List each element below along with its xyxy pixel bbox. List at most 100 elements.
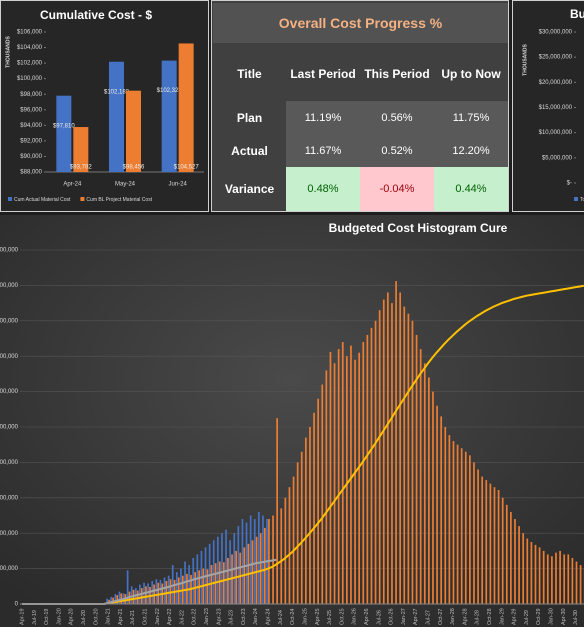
value-label: $102,182	[104, 89, 130, 95]
bar	[221, 533, 223, 604]
legend-label: Cum Actual Material Cost	[14, 197, 71, 203]
bar	[321, 384, 324, 604]
bar	[214, 563, 217, 604]
bar	[444, 427, 447, 604]
row-label: Actual	[231, 143, 268, 158]
bar	[448, 435, 451, 604]
bar	[208, 543, 211, 604]
x-tick-label: Oct-25	[339, 608, 345, 625]
value-cell: 12.20%	[434, 134, 508, 167]
bar	[419, 349, 422, 604]
bar	[415, 334, 418, 604]
x-tick-label: Jan-21	[106, 608, 112, 625]
y-tick-label: 300,000	[0, 495, 19, 501]
y-axis-title: THOUSANDS	[522, 44, 528, 76]
bar	[178, 43, 194, 172]
bar	[229, 540, 231, 604]
bar	[292, 476, 295, 604]
x-tick-label: Apr-24	[63, 182, 82, 188]
bar	[259, 533, 262, 604]
x-tick-label: Apr-24	[266, 608, 272, 625]
bar	[366, 334, 369, 604]
bar	[175, 572, 178, 604]
y-tick-label: $5,000,000	[542, 155, 573, 161]
bar	[407, 313, 410, 604]
value-cell: 11.19%	[286, 101, 360, 134]
bar	[514, 519, 516, 604]
bar	[579, 565, 582, 604]
y-tick-label: 0	[15, 602, 19, 608]
bar	[161, 60, 177, 172]
bar	[157, 582, 160, 604]
bar	[255, 536, 258, 604]
y-tick-label: $98,000	[20, 92, 42, 98]
bar	[262, 515, 264, 604]
x-tick-label: May-24	[115, 182, 136, 188]
bar	[317, 398, 320, 604]
bar	[567, 554, 570, 604]
bar	[530, 542, 533, 604]
bar	[296, 462, 299, 604]
bar	[452, 441, 455, 604]
bar	[522, 533, 525, 604]
y-tick-label: $-	[567, 181, 572, 187]
y-axis-title: THOUSANDS	[5, 36, 11, 68]
bar	[245, 522, 248, 604]
legend-label: Total Co	[580, 197, 584, 203]
bar	[481, 476, 484, 604]
bar	[140, 588, 143, 604]
bar	[546, 554, 549, 604]
y-tick-label: $20,000,000	[539, 80, 573, 86]
x-tick-label: Jul-25	[327, 610, 333, 625]
value-cell: 11.75%	[434, 101, 508, 134]
x-tick-label: Apr-23	[216, 608, 222, 625]
x-tick-label: Jul-26	[376, 610, 382, 625]
x-tick-label: Oct-24	[290, 608, 296, 625]
x-tick-label: Jul-23	[229, 610, 235, 625]
bar	[73, 127, 89, 172]
bar	[192, 557, 195, 604]
x-tick-label: Apr-22	[167, 608, 173, 625]
bar	[253, 519, 256, 604]
y-tick-label: $102,000	[17, 61, 43, 67]
bar	[109, 61, 124, 172]
x-tick-label: Jan-30	[548, 608, 554, 625]
y-tick-label: $30,000,000	[539, 30, 573, 36]
bar	[387, 292, 389, 604]
y-tick-label: $88,000	[20, 170, 42, 176]
x-tick-label: Apr-28	[462, 608, 468, 625]
bar	[551, 556, 553, 604]
y-tick-label: 400,000	[0, 460, 19, 466]
y-tick-label: 500,000	[0, 425, 19, 431]
value-label: $97,810	[53, 123, 75, 129]
bar	[118, 591, 121, 604]
value-label: $102,323	[157, 88, 183, 94]
bar	[130, 586, 133, 604]
x-tick-label: Apr-21	[118, 608, 124, 625]
bar	[350, 345, 352, 604]
bar	[395, 281, 397, 604]
y-tick-label: 100,000	[0, 566, 19, 572]
x-tick-label: Jan-26	[352, 608, 358, 625]
bar	[542, 550, 545, 604]
x-tick-label: Oct-29	[536, 608, 542, 625]
x-tick-label: Jul-28	[475, 610, 481, 625]
panel	[512, 0, 584, 212]
y-tick-label: $106,000	[17, 30, 43, 36]
bar	[505, 504, 508, 604]
bar	[171, 565, 174, 604]
y-tick-label: $25,000,000	[539, 55, 573, 61]
bar	[114, 594, 117, 604]
bar	[288, 487, 291, 604]
y-tick-label: $100,000	[17, 76, 43, 82]
bar	[538, 547, 541, 604]
bar	[276, 418, 278, 604]
panel	[0, 215, 584, 627]
x-tick-label: Apr-26	[364, 608, 370, 625]
bar	[374, 320, 377, 604]
bar	[354, 359, 356, 604]
bar	[163, 577, 166, 604]
y-tick-label: 1,000,000	[0, 248, 19, 254]
x-tick-label: Jan-23	[204, 608, 210, 625]
value-label: $93,782	[70, 165, 92, 171]
